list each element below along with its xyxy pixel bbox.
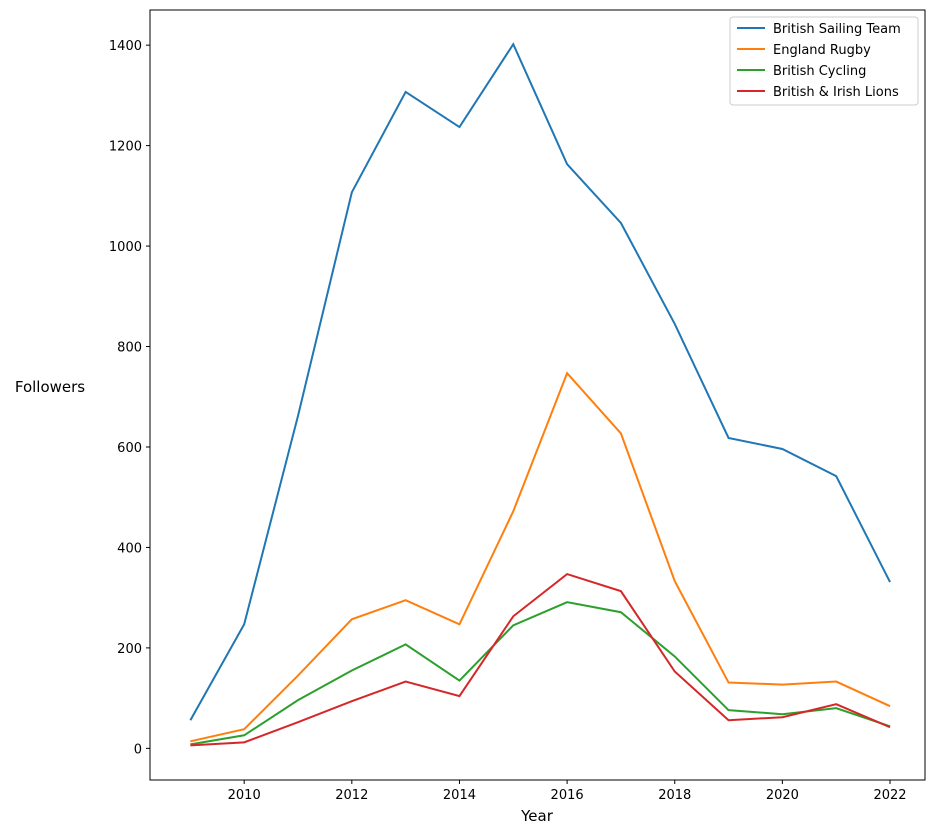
x-tick-label: 2020 [766, 788, 799, 803]
series-line-1 [190, 371, 891, 743]
x-tick-label: 2018 [658, 788, 691, 803]
y-tick-label: 1200 [109, 140, 142, 155]
series-line-2 [190, 601, 891, 746]
legend-label: British Sailing Team [773, 22, 901, 37]
y-tick-label: 200 [117, 642, 142, 657]
x-axis-label: Year [520, 807, 554, 825]
y-tick-label: 400 [117, 541, 142, 556]
legend-label: British Cycling [773, 64, 866, 79]
x-tick-label: 2014 [443, 788, 476, 803]
series-lines [189, 42, 891, 747]
series-line-0 [189, 42, 891, 721]
legend-label: British & Irish Lions [773, 85, 899, 100]
series-line-3 [190, 572, 891, 747]
y-axis-label: Followers [15, 378, 85, 396]
legend: British Sailing Team England Rugby British… [729, 16, 919, 106]
legend-box [729, 16, 919, 106]
y-tick-label: 600 [117, 441, 142, 456]
x-axis: 2010 2012 2014 2016 2018 2020 2022 [228, 780, 907, 803]
y-axis: 0 200 400 600 800 1000 1200 1400 [109, 39, 150, 757]
legend-label: England Rugby [773, 43, 871, 58]
plot-frame [149, 9, 926, 781]
x-tick-label: 2016 [551, 788, 584, 803]
x-tick-label: 2010 [228, 788, 261, 803]
x-tick-label: 2012 [335, 788, 368, 803]
y-tick-label: 1400 [109, 39, 142, 54]
y-tick-label: 800 [117, 341, 142, 356]
y-tick-label: 0 [134, 742, 142, 757]
x-tick-label: 2022 [873, 788, 906, 803]
y-tick-label: 1000 [109, 240, 142, 255]
